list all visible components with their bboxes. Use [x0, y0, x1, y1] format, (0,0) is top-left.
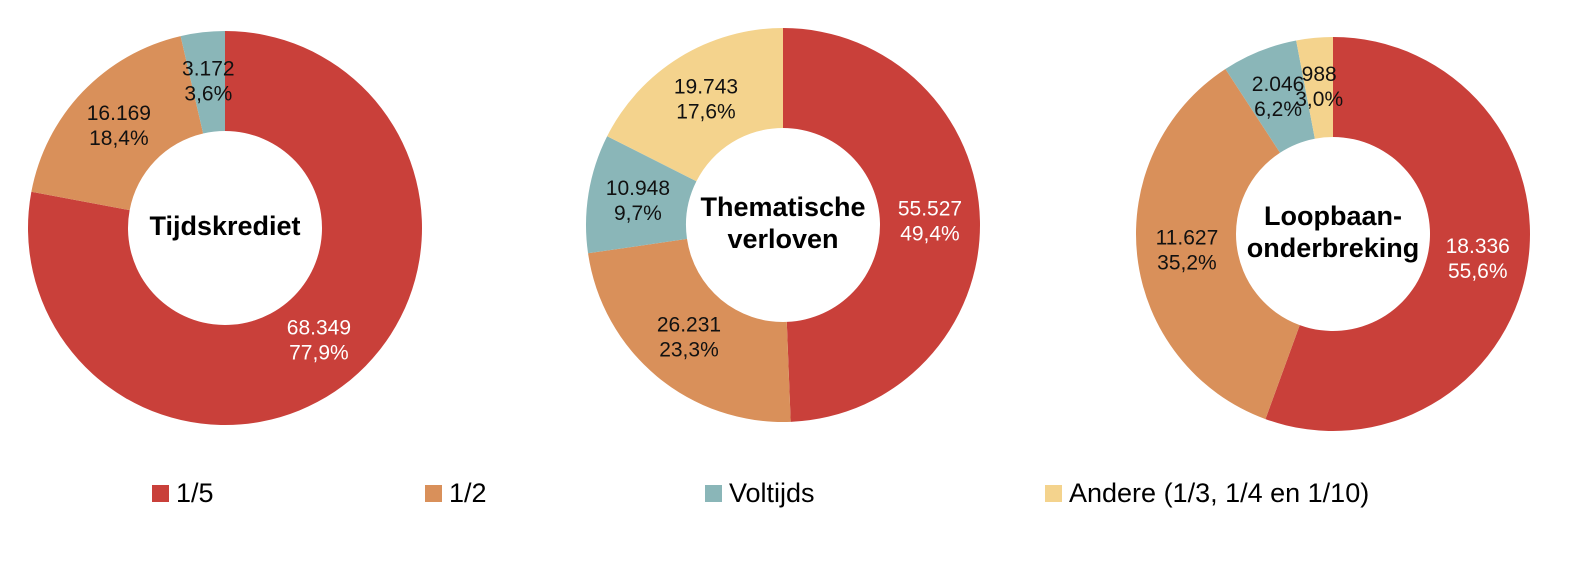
data-label: 77,9%	[289, 342, 349, 365]
donut-slice	[28, 31, 422, 425]
donut-slice	[586, 136, 697, 254]
donut-slice	[783, 28, 980, 422]
legend-label: Andere (1/3, 1/4 en 1/10)	[1069, 478, 1369, 508]
chart-title: onderbreking	[1247, 233, 1420, 263]
legend-swatch	[152, 485, 169, 502]
donut-slice	[607, 28, 783, 182]
data-label: 55,6%	[1448, 260, 1508, 283]
data-label: 26.231	[657, 314, 721, 337]
data-label: 35,2%	[1157, 251, 1217, 274]
donut-slice	[1296, 37, 1333, 139]
data-label: 18,4%	[89, 127, 149, 150]
data-label: 16.169	[87, 102, 151, 125]
chart-title: verloven	[727, 224, 838, 254]
data-label: 6,2%	[1254, 98, 1302, 121]
legend-label: Voltijds	[729, 478, 815, 508]
donut-slice	[1265, 37, 1530, 431]
data-label: 17,6%	[676, 100, 736, 123]
data-label: 3.172	[182, 57, 235, 80]
data-label: 10.948	[606, 177, 670, 200]
donut-slice	[180, 31, 225, 134]
chart-title: Tijdskrediet	[149, 211, 300, 241]
donut-slice	[31, 36, 204, 211]
data-label: 9,7%	[614, 202, 662, 225]
legend-label: 1/2	[449, 478, 487, 508]
chart-title: Loopbaan-	[1264, 201, 1402, 231]
legend-label: 1/5	[176, 478, 214, 508]
data-label: 49,4%	[900, 223, 960, 246]
legend-swatch	[705, 485, 722, 502]
data-label: 55.527	[898, 198, 962, 221]
data-label: 23,3%	[659, 339, 719, 362]
data-label: 19.743	[674, 75, 738, 98]
data-label: 988	[1302, 63, 1337, 86]
data-label: 68.349	[287, 317, 351, 340]
donut-slice	[1135, 68, 1300, 420]
data-label: 11.627	[1156, 226, 1219, 249]
chart-title: Thematische	[700, 192, 865, 222]
donut-slice	[588, 238, 791, 422]
legend-swatch	[1045, 485, 1062, 502]
legend-swatch	[425, 485, 442, 502]
data-label: 18.336	[1446, 235, 1510, 258]
data-label: 3,0%	[1295, 88, 1343, 111]
data-label: 3,6%	[184, 82, 232, 105]
data-label: 2.046	[1252, 73, 1305, 96]
donut-slice	[1225, 40, 1315, 153]
